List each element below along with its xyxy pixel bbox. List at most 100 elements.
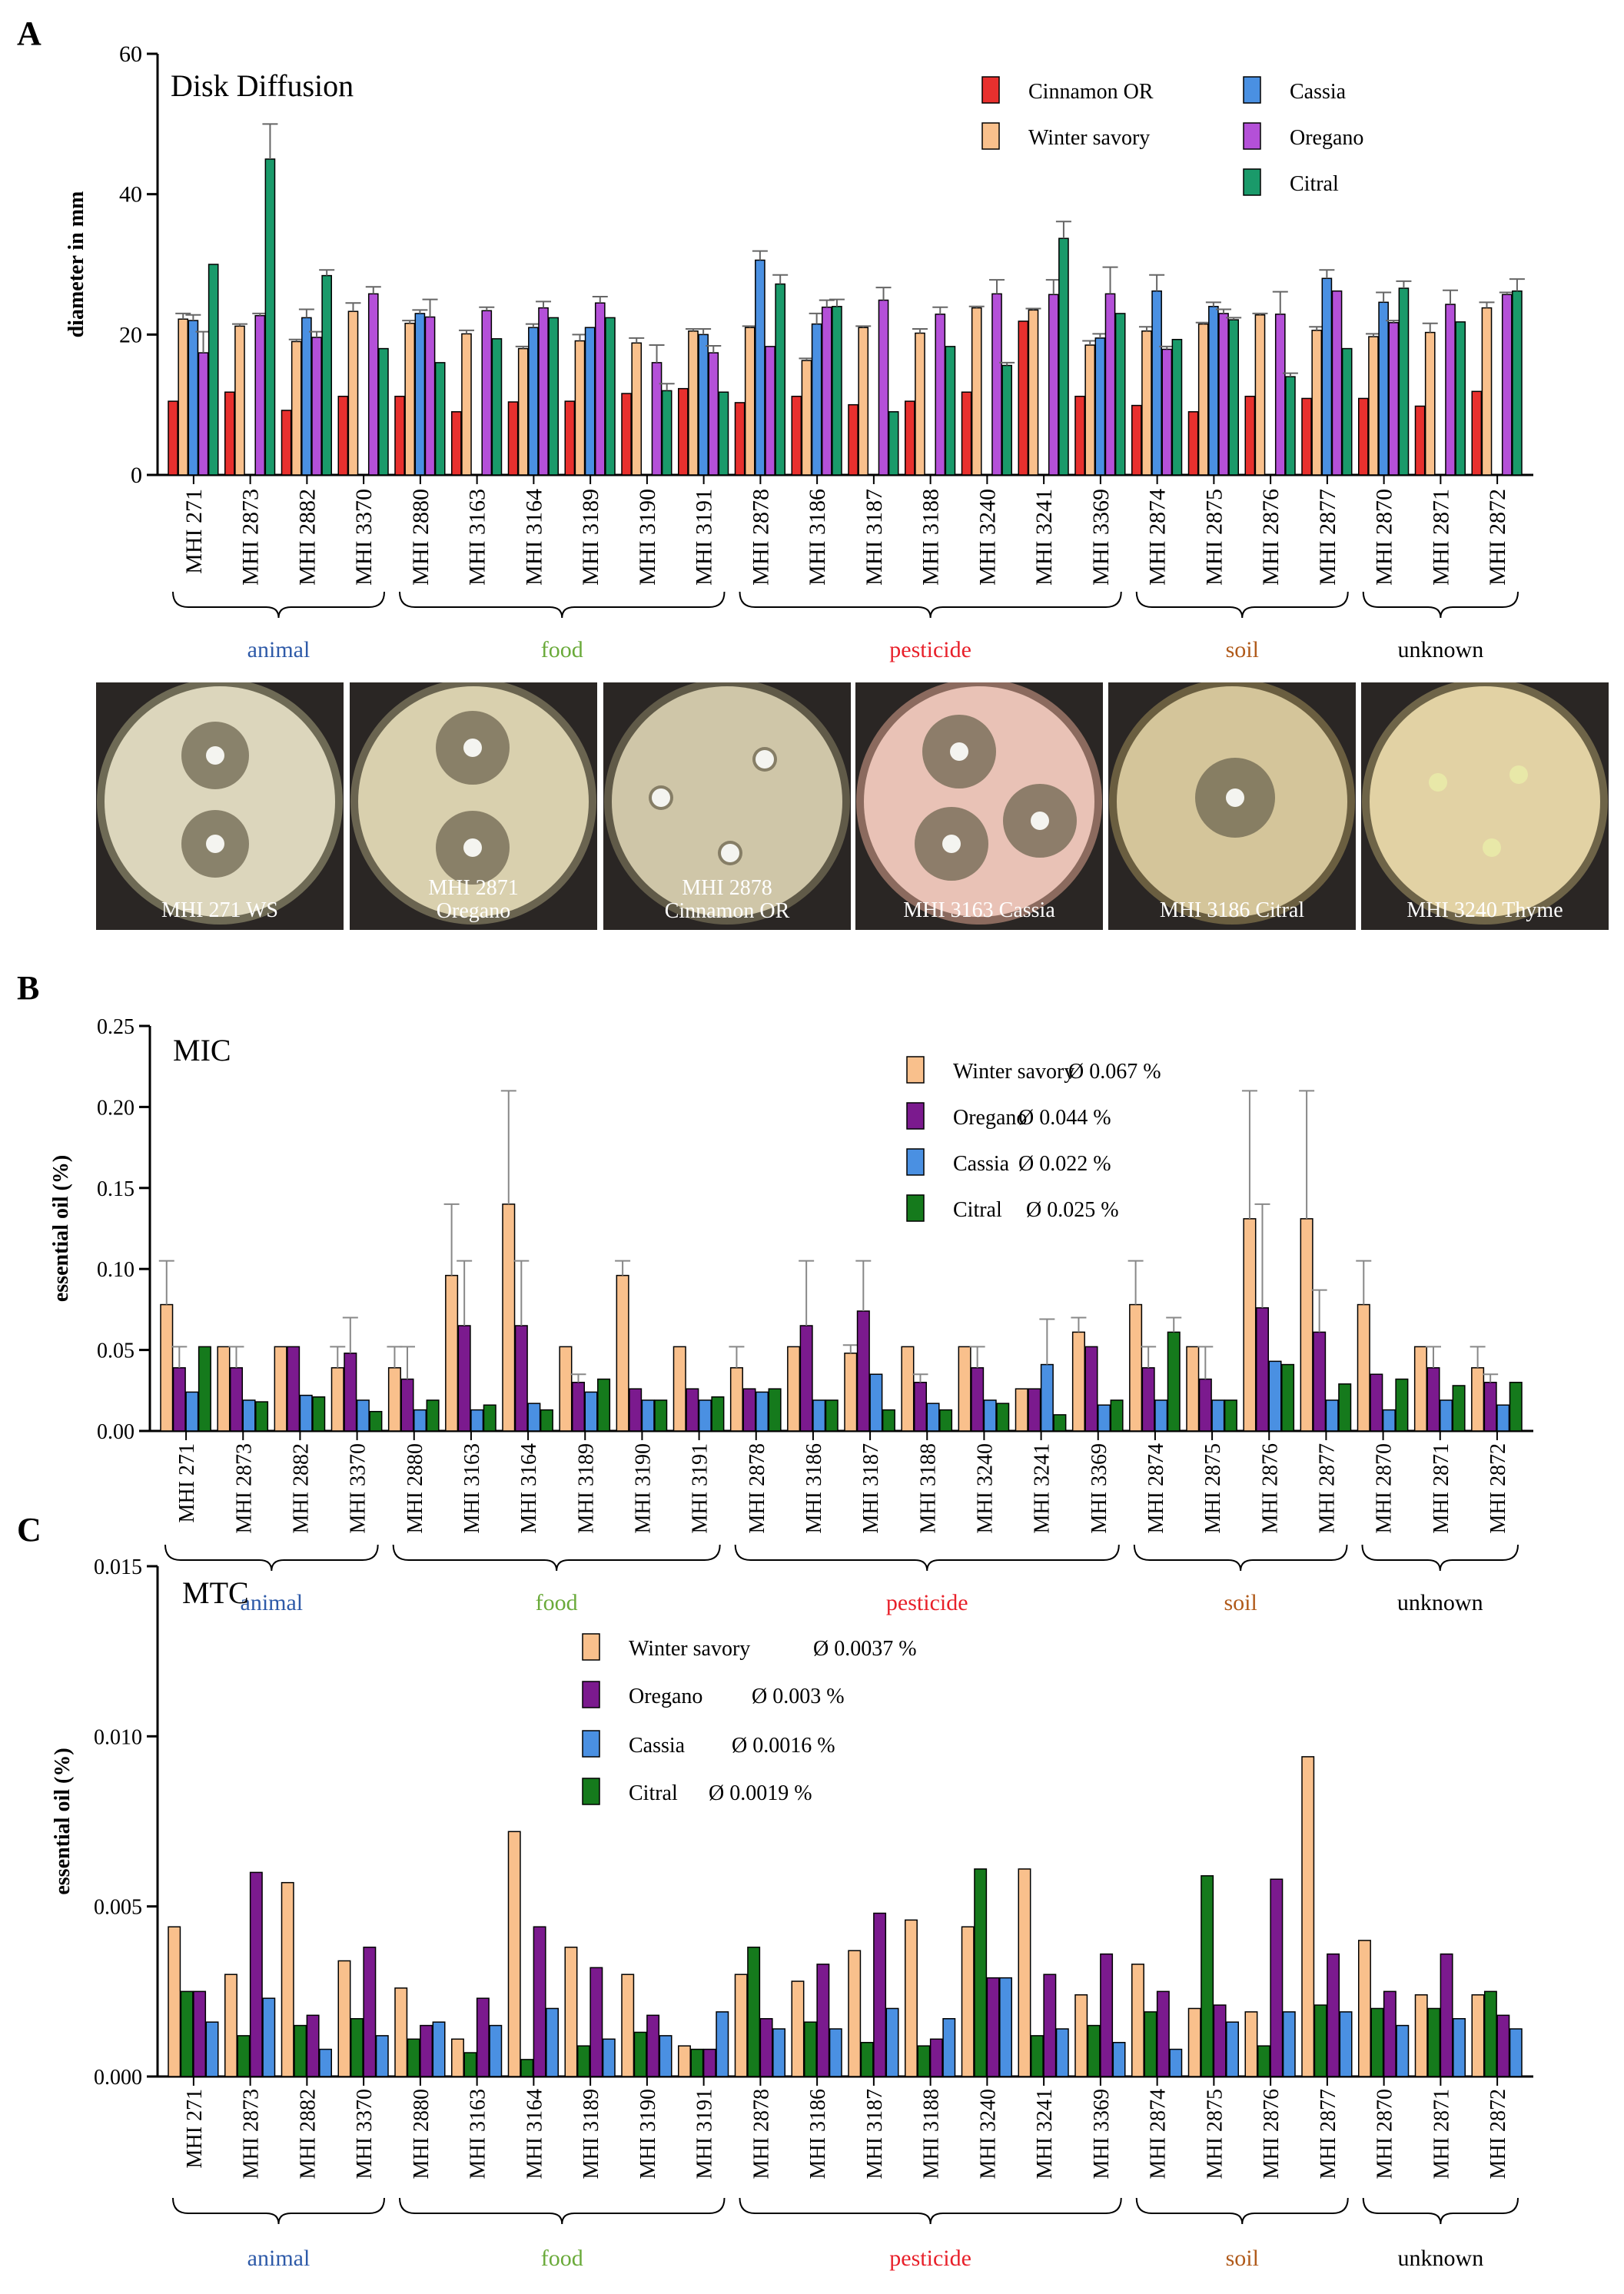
x-tick-label: MHI 2880: [410, 2089, 433, 2179]
bar-citral-mhi-3240: [1001, 364, 1012, 476]
bar-citral-mhi-2882: [312, 1396, 326, 1432]
x-tick-label: MHI 3369: [1090, 2089, 1114, 2179]
bar-cinnamon-or-mhi-3163: [451, 411, 462, 476]
bar-oregano-mhi-3369: [1104, 293, 1116, 476]
bar-cassia-mhi-2873: [262, 1997, 276, 2077]
legend-swatch-citral: [582, 1778, 600, 1805]
bar-citral-mhi-2874: [1144, 2011, 1157, 2077]
bar-citral-mhi-3241: [1053, 1414, 1067, 1432]
bar-cassia-mhi-2877: [1339, 2011, 1353, 2077]
bar-cassia-mhi-3186: [811, 323, 822, 476]
bar-winter-savory-mhi-2870: [1357, 1303, 1370, 1432]
legend-average-citral: Ø 0.025 %: [1026, 1198, 1119, 1222]
bar-oregano-mhi-271: [198, 352, 209, 476]
x-tick-label: MHI 3187: [862, 489, 887, 586]
bar-oregano-mhi-2873: [254, 314, 266, 476]
photo-caption: MHI 3163 Cassia: [903, 898, 1055, 922]
bar-cassia-mhi-3190: [659, 2035, 673, 2077]
legend-label-cassia: Cassia: [629, 1734, 686, 1758]
category-label-food: food: [536, 1590, 578, 1615]
y-tick-label: 60: [119, 41, 142, 67]
category-label-soil: soil: [1226, 637, 1259, 662]
bar-cinnamon-or-mhi-2880: [394, 395, 405, 476]
bar-cinnamon-or-mhi-3191: [678, 387, 689, 476]
bar-oregano-mhi-2877: [1313, 1331, 1327, 1432]
legend-swatch-oregano: [906, 1102, 925, 1130]
category-label-animal: animal: [247, 2246, 311, 2271]
bar-cassia-mhi-3187: [885, 2007, 899, 2077]
bar-oregano-mhi-2878: [759, 2017, 773, 2077]
photo-caption: Cinnamon OR: [665, 899, 790, 923]
bar-cassia-mhi-3369: [1098, 1404, 1111, 1432]
bar-cinnamon-or-mhi-2872: [1471, 390, 1483, 476]
photo-caption: MHI 2878: [682, 876, 772, 900]
bar-winter-savory-mhi-2870: [1368, 336, 1379, 476]
bar-winter-savory-mhi-2871: [1414, 1994, 1428, 2077]
x-tick-label: MHI 3163: [460, 1443, 484, 1533]
bar-winter-savory-mhi-271: [168, 1926, 181, 2077]
paper-disk: [1483, 838, 1501, 857]
bar-cinnamon-or-mhi-3369: [1074, 395, 1085, 476]
bracket-animal: [172, 591, 385, 619]
x-tick-label: MHI 3240: [975, 489, 1000, 586]
panel-letter-b: B: [17, 969, 39, 1007]
bracket-soil: [1135, 2197, 1349, 2225]
bracket-food: [392, 1544, 721, 1572]
bar-cassia-mhi-3163: [489, 2024, 503, 2077]
bar-oregano-mhi-3370: [344, 1353, 357, 1432]
bar-winter-savory-mhi-2875: [1187, 2007, 1201, 2077]
bar-winter-savory-mhi-2877: [1301, 1756, 1315, 2077]
bar-cassia-mhi-3241: [1055, 2028, 1069, 2077]
x-tick-label: MHI 3187: [859, 1443, 883, 1533]
x-tick-label: MHI 3241: [1031, 489, 1057, 586]
bar-oregano-mhi-3188: [929, 2038, 943, 2077]
bar-winter-savory-mhi-3188: [901, 1346, 915, 1432]
bar-oregano-mhi-271: [172, 1367, 186, 1432]
bar-cassia-mhi-2880: [413, 1409, 427, 1432]
bar-winter-savory-mhi-3190: [616, 1274, 629, 1432]
bar-citral-mhi-3188: [917, 2045, 931, 2077]
legend-average-oregano: Ø 0.044 %: [1018, 1106, 1111, 1130]
bar-cinnamon-or-mhi-2874: [1131, 404, 1142, 476]
x-tick-label: MHI 2874: [1144, 1443, 1168, 1533]
x-tick-label: MHI 2872: [1485, 489, 1510, 586]
bar-winter-savory-mhi-3369: [1074, 1994, 1088, 2077]
paper-disk: [1031, 812, 1049, 830]
bar-cinnamon-or-mhi-2876: [1244, 395, 1256, 476]
bar-cassia-mhi-2870: [1378, 301, 1389, 476]
bar-citral-mhi-3163: [463, 2052, 477, 2077]
bar-oregano-mhi-2874: [1161, 348, 1173, 476]
bar-cinnamon-or-mhi-2877: [1301, 397, 1312, 476]
bar-oregano-mhi-2882: [287, 1346, 301, 1432]
paper-disk: [950, 742, 968, 761]
bar-citral-mhi-3186: [832, 306, 842, 476]
x-tick-label: MHI 2871: [1428, 489, 1453, 586]
bar-oregano-mhi-3187: [878, 299, 889, 476]
x-tick-label: MHI 2874: [1147, 2089, 1171, 2179]
bar-winter-savory-mhi-3369: [1084, 344, 1096, 476]
x-tick-label: MHI 2877: [1315, 1443, 1339, 1533]
bar-oregano-mhi-2872: [1496, 2014, 1510, 2077]
bar-oregano-mhi-3188: [913, 1382, 928, 1432]
bar-winter-savory-mhi-3369: [1071, 1331, 1085, 1432]
x-tick-label: MHI 2872: [1486, 2089, 1510, 2179]
x-tick-label: MHI 3241: [1033, 2089, 1057, 2179]
bar-cassia-mhi-2882: [299, 1394, 313, 1432]
x-tick-label: MHI 3188: [918, 489, 944, 586]
category-label-animal: animal: [241, 1590, 304, 1615]
bar-cassia-mhi-2878: [756, 1391, 769, 1432]
x-tick-label: MHI 3370: [347, 1443, 370, 1533]
bar-winter-savory-mhi-2875: [1186, 1346, 1200, 1432]
bar-oregano-mhi-2875: [1198, 1378, 1212, 1432]
bracket-animal: [172, 2197, 385, 2225]
bar-winter-savory-mhi-3188: [915, 332, 925, 476]
category-label-animal: animal: [247, 637, 311, 662]
y-tick-label: 0.25: [97, 1015, 135, 1039]
category-label-pesticide: pesticide: [886, 1590, 968, 1615]
bar-citral-mhi-2876: [1281, 1363, 1295, 1432]
bar-winter-savory-mhi-3187: [858, 327, 869, 476]
bar-winter-savory-mhi-3370: [330, 1367, 344, 1432]
bar-winter-savory-mhi-3190: [631, 342, 643, 476]
bar-winter-savory-mhi-3187: [848, 1950, 862, 2077]
y-tick-label: 0.05: [97, 1340, 135, 1363]
